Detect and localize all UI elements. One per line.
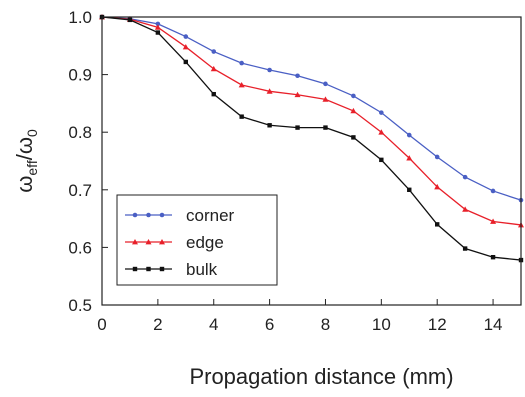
data-point-bulk bbox=[490, 254, 496, 260]
series-line-edge bbox=[101, 16, 522, 226]
data-point-corner bbox=[183, 34, 189, 39]
x-tick-label: 6 bbox=[265, 315, 274, 334]
legend-marker bbox=[132, 212, 138, 218]
y-tick-label: 0.7 bbox=[68, 181, 92, 200]
legend-item-corner: corner bbox=[125, 206, 235, 225]
data-point-bulk bbox=[407, 187, 412, 192]
data-point-corner bbox=[490, 188, 496, 194]
x-tick-label: 10 bbox=[372, 315, 391, 334]
data-point-corner bbox=[434, 154, 440, 160]
data-point-corner bbox=[211, 49, 217, 54]
series-corner bbox=[99, 14, 524, 203]
data-point-bulk bbox=[267, 123, 272, 128]
y-tick-label: 0.8 bbox=[68, 123, 92, 142]
data-point-corner bbox=[295, 73, 300, 79]
y-tick-label: 0.6 bbox=[68, 238, 92, 257]
data-point-edge bbox=[182, 43, 189, 50]
legend-marker bbox=[132, 266, 138, 272]
legend-marker bbox=[132, 239, 138, 245]
y-tick-label: 0.9 bbox=[68, 66, 92, 85]
data-point-bulk bbox=[183, 59, 188, 65]
data-point-corner bbox=[406, 132, 412, 138]
data-point-edge bbox=[322, 96, 329, 102]
data-point-edge bbox=[434, 183, 441, 190]
legend-box bbox=[116, 194, 278, 286]
x-axis-title: Propagation distance (mm) bbox=[189, 364, 453, 389]
data-point-bulk bbox=[462, 246, 468, 251]
y-axis-title-slash: /ω bbox=[12, 137, 37, 160]
data-point-edge bbox=[350, 107, 357, 114]
data-point-bulk bbox=[351, 135, 356, 140]
legend-label: corner bbox=[186, 206, 235, 225]
data-point-edge bbox=[490, 218, 497, 224]
legend-item-bulk: bulk bbox=[125, 260, 218, 279]
data-point-edge bbox=[154, 24, 161, 30]
x-tick-label: 8 bbox=[321, 315, 330, 334]
data-point-corner bbox=[239, 60, 244, 66]
legend-label: edge bbox=[186, 233, 224, 252]
data-point-bulk bbox=[323, 125, 328, 130]
x-tick-label: 4 bbox=[209, 315, 218, 334]
series-line-bulk bbox=[101, 16, 522, 261]
data-point-edge bbox=[462, 206, 469, 212]
legend-marker bbox=[146, 266, 151, 272]
series-layer bbox=[99, 14, 524, 263]
data-point-edge bbox=[210, 65, 217, 72]
data-point-bulk bbox=[239, 114, 244, 119]
data-point-corner bbox=[379, 110, 384, 115]
legend-items: corner edge bulk bbox=[125, 206, 235, 279]
axis-ticks: 0 2 4 6 8 10 12 14 0.5 0.6 0.7 0.8 0.9 1.0 bbox=[68, 8, 502, 334]
data-point-bulk bbox=[211, 91, 216, 97]
y-axis-title-sub2: 0 bbox=[24, 129, 40, 137]
x-tick-label: 2 bbox=[153, 315, 162, 334]
x-tick-label: 14 bbox=[484, 315, 503, 334]
legend: corner edge bulk bbox=[116, 194, 278, 286]
y-axis-title-sub1: eff bbox=[24, 160, 40, 175]
legend-marker bbox=[159, 266, 165, 272]
data-point-bulk bbox=[127, 17, 133, 23]
legend-marker bbox=[145, 239, 152, 245]
data-point-bulk bbox=[379, 157, 384, 163]
data-point-edge bbox=[266, 88, 273, 94]
legend-label: bulk bbox=[186, 260, 218, 279]
legend-item-edge: edge bbox=[125, 233, 224, 252]
y-tick-label: 0.5 bbox=[68, 296, 92, 315]
series-line-corner bbox=[101, 16, 522, 201]
data-point-bulk bbox=[435, 222, 440, 227]
data-point-bulk bbox=[155, 30, 161, 35]
data-point-corner bbox=[155, 21, 161, 27]
plot-frame bbox=[101, 16, 522, 306]
data-point-edge bbox=[294, 91, 301, 98]
y-tick-label: 1.0 bbox=[68, 8, 92, 27]
x-tick-label: 0 bbox=[97, 315, 106, 334]
legend-marker bbox=[159, 239, 165, 245]
y-axis-title: ωeff/ω0 bbox=[12, 129, 40, 193]
data-point-edge bbox=[378, 129, 385, 135]
data-point-corner bbox=[351, 93, 356, 99]
x-tick-label: 12 bbox=[428, 315, 447, 334]
data-point-corner bbox=[267, 67, 272, 73]
data-point-corner bbox=[462, 174, 468, 180]
data-point-corner bbox=[323, 81, 328, 87]
y-axis-title-main: ω bbox=[12, 176, 37, 193]
data-point-edge bbox=[238, 81, 245, 88]
data-point-bulk bbox=[295, 125, 300, 130]
legend-marker bbox=[146, 212, 151, 218]
legend-marker bbox=[159, 212, 165, 218]
data-point-edge bbox=[406, 155, 413, 161]
